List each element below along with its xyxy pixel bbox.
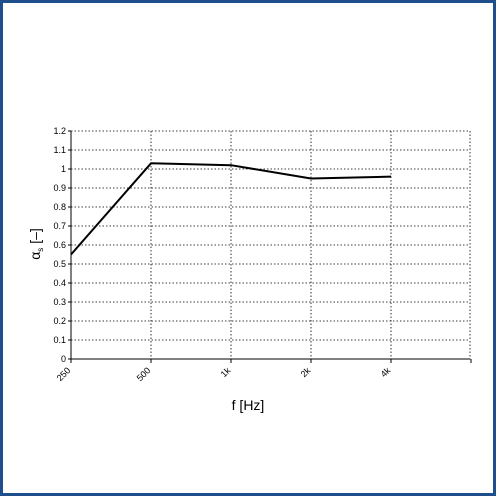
y-axis-label: αs [–] [27,228,45,260]
grid [70,130,471,360]
y-tick-label: 1 [61,164,66,174]
series-line [70,162,392,256]
axes [68,130,472,363]
x-tick-label: 250 [55,365,73,383]
x-tick-label: 500 [135,365,153,383]
x-tick-label: 2k [299,365,313,379]
y-tick-label: 0.4 [53,278,66,288]
series [70,162,392,256]
y-tick-label: 0.6 [53,240,66,250]
y-tick-label: 0.1 [53,335,66,345]
y-tick-labels: 0 0.1 0.2 0.3 0.4 0.5 0.6 0.7 0.8 0.9 1 1.1 1.2 [53,126,66,364]
x-axis-label: f [Hz] [232,397,265,413]
svg-text:αs [–]: αs [–] [27,228,45,260]
y-tick-label: 1.2 [53,126,66,136]
y-tick-label: 0.9 [53,183,66,193]
y-tick-label: 1.1 [53,145,66,155]
y-tick-label: 0.7 [53,221,66,231]
y-tick-label: 0.8 [53,202,66,212]
x-tick-label: 1k [219,365,233,379]
y-axis-label-subscript: s [36,248,45,252]
x-tick-label: 4k [379,365,393,379]
y-tick-label: 0.2 [53,316,66,326]
y-tick-label: 0.5 [53,259,66,269]
y-axis-label-unit: [–] [27,228,43,247]
y-tick-label: 0 [61,354,66,364]
y-axis-label-symbol: α [27,252,43,260]
y-tick-label: 0.3 [53,297,66,307]
x-tick-labels: 250 500 1k 2k 4k [55,365,393,383]
